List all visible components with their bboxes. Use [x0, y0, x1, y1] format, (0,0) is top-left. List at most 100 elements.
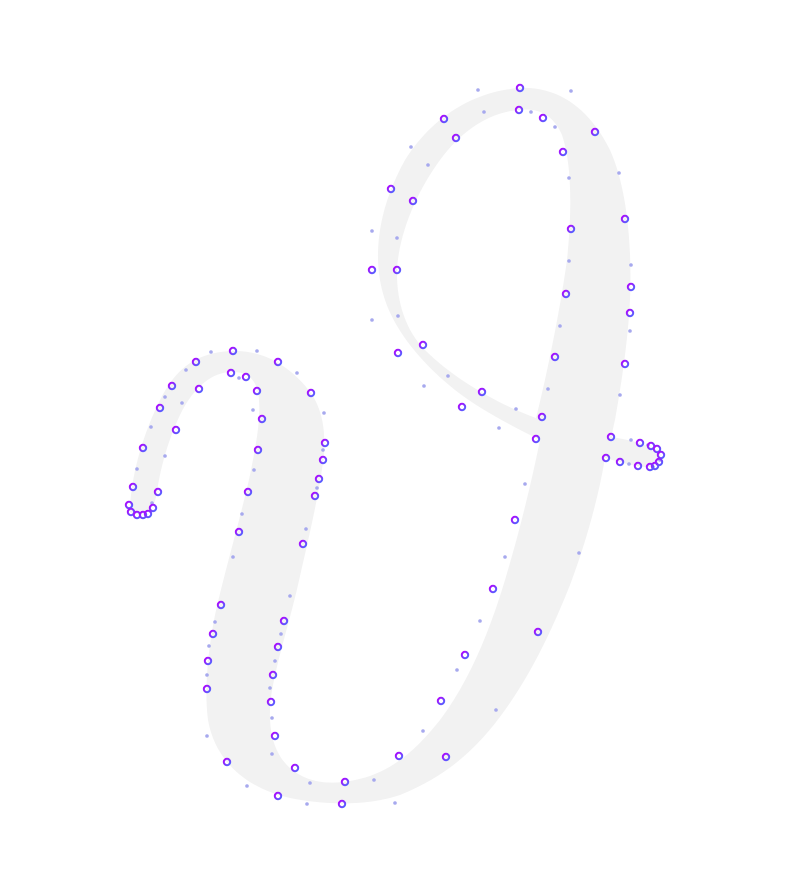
anchor-point: [138, 510, 148, 520]
anchor-point: [216, 600, 226, 610]
control-handle: [422, 384, 426, 388]
anchor-point: [273, 642, 283, 652]
control-handle: [629, 263, 633, 267]
anchor-point: [337, 799, 347, 809]
control-handle: [270, 716, 274, 720]
anchor-point: [252, 386, 262, 396]
control-handle: [251, 408, 255, 412]
anchor-point: [633, 461, 643, 471]
control-handle: [279, 632, 283, 636]
anchor-point: [441, 752, 451, 762]
control-handle: [446, 374, 450, 378]
control-handle: [305, 802, 309, 806]
control-handle: [514, 407, 518, 411]
anchor-point: [566, 224, 576, 234]
anchor-point: [436, 696, 446, 706]
control-handle: [205, 734, 209, 738]
control-handle: [455, 668, 459, 672]
control-handle: [478, 619, 482, 623]
anchor-point: [550, 352, 560, 362]
anchor-point: [273, 357, 283, 367]
control-handle: [629, 438, 633, 442]
anchor-point: [268, 670, 278, 680]
anchor-point: [320, 438, 330, 448]
control-handle: [149, 425, 153, 429]
anchor-point: [606, 432, 616, 442]
control-handle: [482, 110, 486, 114]
anchor-point: [314, 474, 324, 484]
control-handle: [569, 89, 573, 93]
anchor-point: [202, 684, 212, 694]
anchor-point: [143, 509, 153, 519]
anchor-point: [477, 387, 487, 397]
control-handle: [618, 393, 622, 397]
anchor-point: [257, 414, 267, 424]
control-handle: [494, 708, 498, 712]
anchor-point: [392, 265, 402, 275]
anchor-point: [418, 340, 428, 350]
control-handle: [628, 329, 632, 333]
control-handle: [135, 467, 139, 471]
anchor-points: [124, 83, 666, 809]
anchor-point: [457, 402, 467, 412]
control-handle: [322, 411, 326, 415]
control-handle: [315, 486, 319, 490]
anchor-point: [626, 282, 636, 292]
anchor-point: [394, 751, 404, 761]
control-handle: [308, 781, 312, 785]
control-handle: [163, 454, 167, 458]
control-handle: [255, 349, 259, 353]
control-handle: [237, 376, 241, 380]
control-handle: [627, 462, 631, 466]
anchor-point: [155, 403, 165, 413]
anchor-point: [124, 500, 134, 510]
control-handle: [497, 426, 501, 430]
anchor-point: [203, 656, 213, 666]
control-handle: [205, 673, 209, 677]
anchor-point: [408, 196, 418, 206]
anchor-point: [306, 388, 316, 398]
control-handle: [421, 729, 425, 733]
control-handle: [273, 659, 277, 663]
control-handle: [209, 350, 213, 354]
control-handle: [395, 236, 399, 240]
control-handle: [553, 125, 557, 129]
anchor-point: [270, 731, 280, 741]
anchor-point: [439, 114, 449, 124]
control-handle: [321, 448, 325, 452]
anchor-point: [531, 434, 541, 444]
anchor-point: [208, 629, 218, 639]
anchor-point: [635, 438, 645, 448]
anchor-point: [538, 113, 548, 123]
anchor-point: [561, 289, 571, 299]
control-handle: [268, 686, 272, 690]
anchor-point: [153, 487, 163, 497]
anchor-point: [460, 650, 470, 660]
control-handle: [304, 527, 308, 531]
anchor-point: [194, 384, 204, 394]
control-handle: [558, 324, 562, 328]
control-handle: [270, 752, 274, 756]
control-handle: [184, 368, 188, 372]
anchor-point: [620, 214, 630, 224]
anchor-point: [488, 584, 498, 594]
control-handle: [295, 371, 299, 375]
anchor-point: [558, 147, 568, 157]
anchor-point: [148, 503, 158, 513]
anchor-point: [298, 539, 308, 549]
control-handle: [426, 163, 430, 167]
control-handle: [207, 644, 211, 648]
control-handle: [546, 387, 550, 391]
anchor-point: [625, 308, 635, 318]
anchor-point: [318, 455, 328, 465]
anchor-point: [514, 105, 524, 115]
anchor-point: [222, 757, 232, 767]
anchor-point: [340, 777, 350, 787]
anchor-point: [650, 461, 660, 471]
control-handle: [577, 551, 581, 555]
control-handle: [409, 145, 413, 149]
control-handle: [240, 512, 244, 516]
anchor-point: [515, 83, 525, 93]
control-handle: [180, 401, 184, 405]
